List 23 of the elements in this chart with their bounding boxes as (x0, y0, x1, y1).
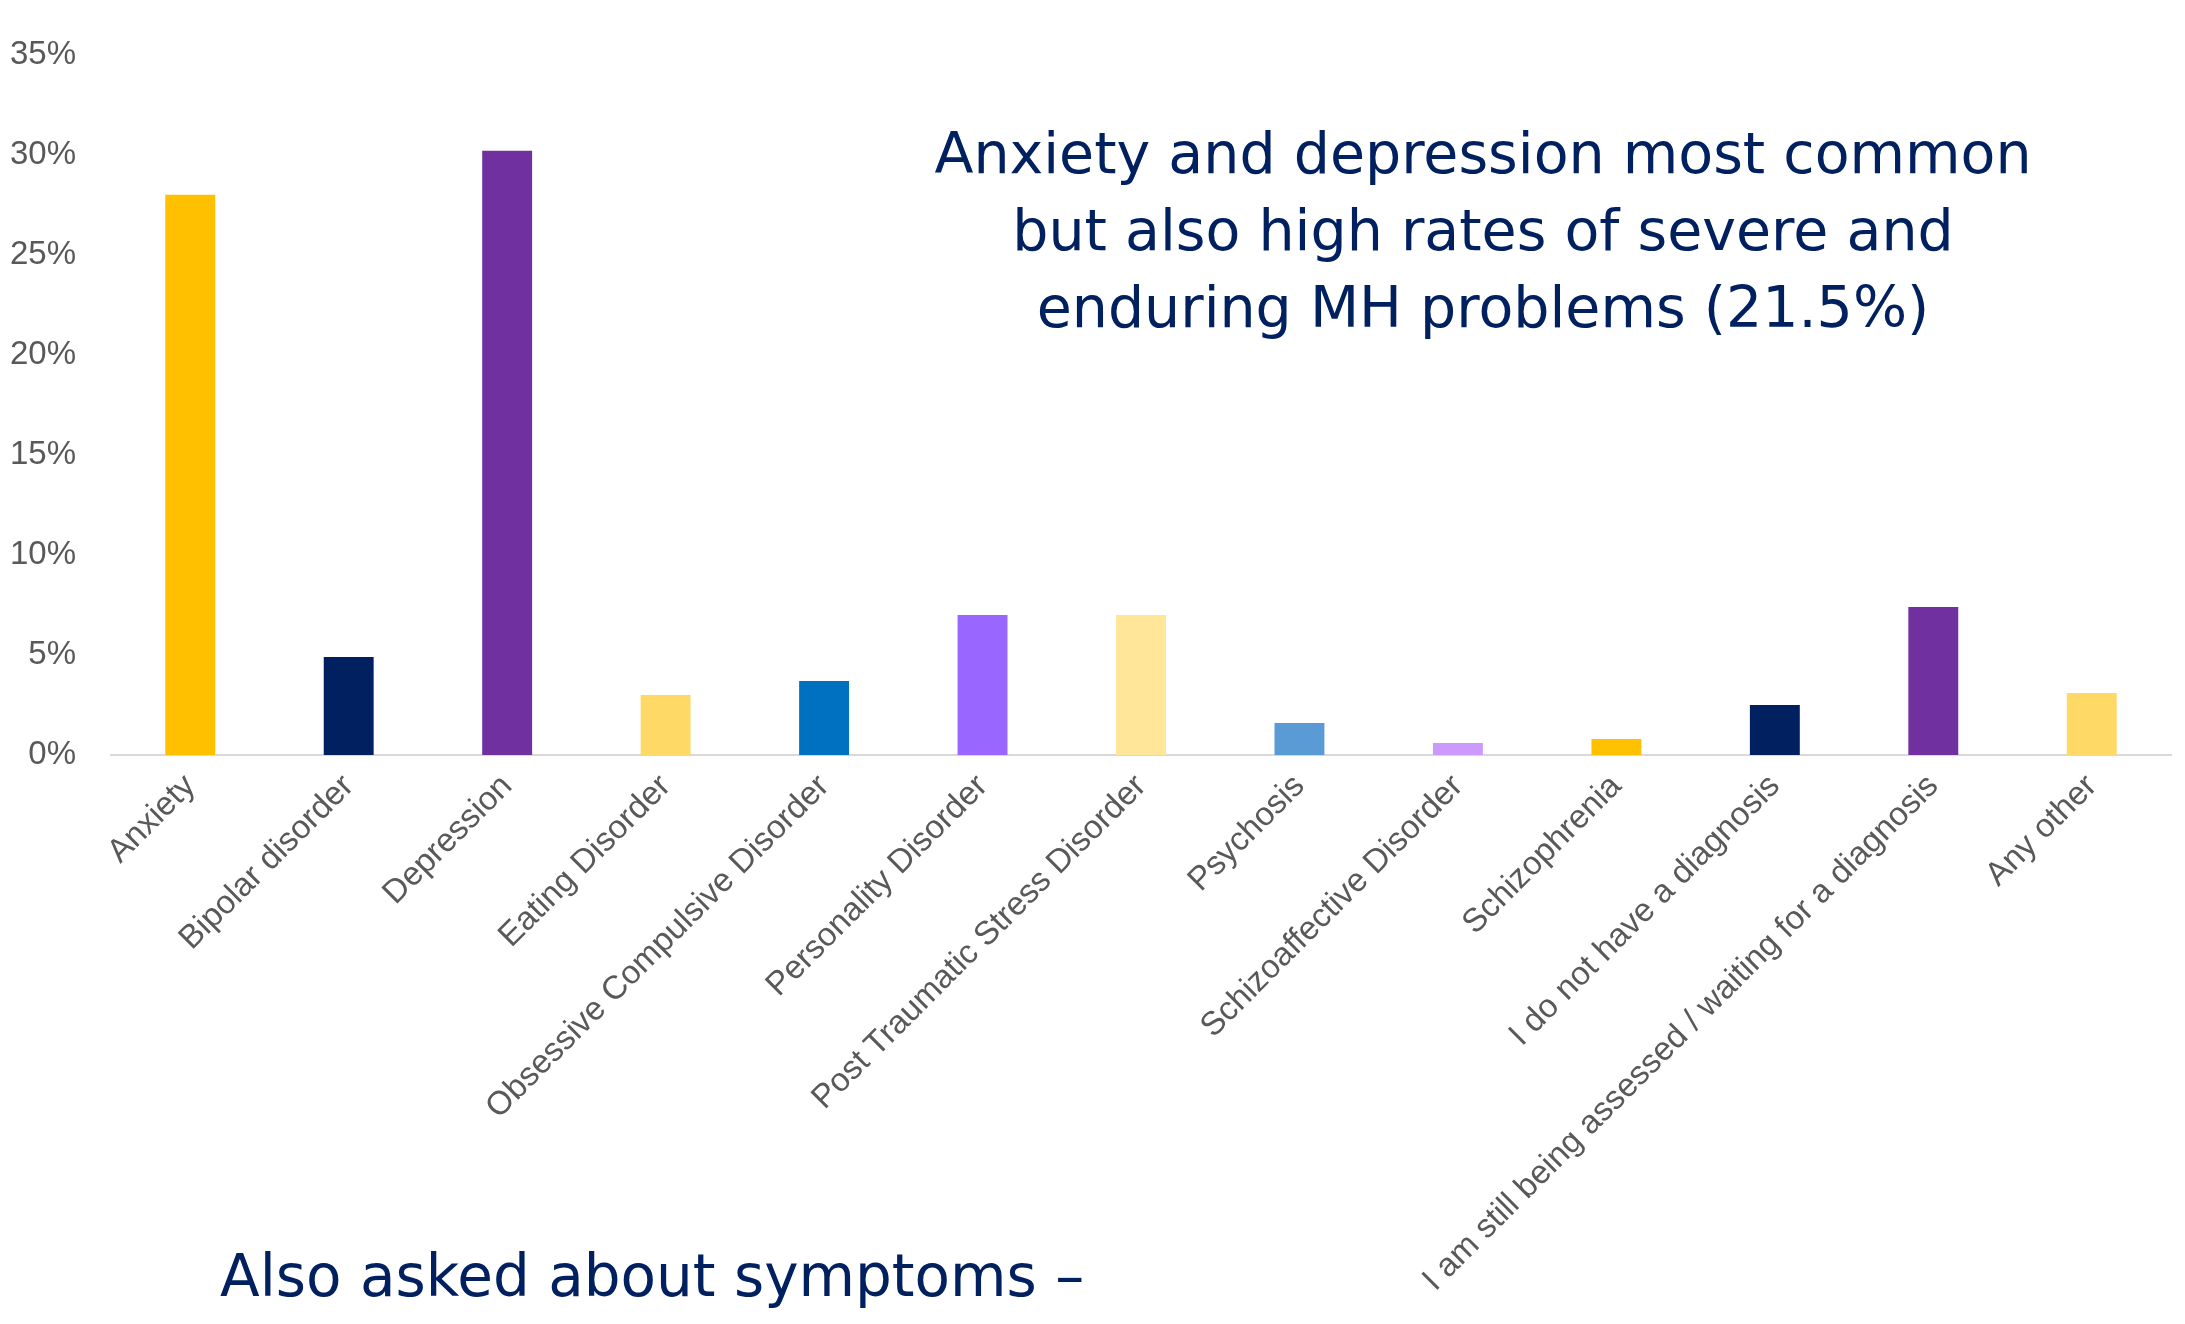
bar (799, 680, 850, 755)
y-tick-label: 25% (9, 233, 76, 271)
bar (482, 150, 533, 755)
bar (2066, 692, 2117, 755)
bar (1116, 614, 1166, 755)
annotation: Anxiety and depression most common but also high rates of severe and enduring MH problems (21.5%) (933, 119, 2033, 342)
bar (323, 656, 374, 755)
y-tick-label: 35% (9, 33, 76, 71)
y-tick-label: 30% (9, 133, 76, 171)
bar (1432, 743, 1483, 755)
bar (957, 614, 1008, 755)
bar (1591, 739, 1642, 755)
bar (165, 194, 216, 755)
y-tick-label: 5% (28, 634, 76, 672)
bar (1274, 722, 1325, 755)
y-tick-label: 20% (9, 333, 76, 371)
bar (1908, 606, 1959, 755)
bar (1749, 704, 1800, 755)
bar (640, 694, 691, 755)
text: Also asked about symptoms – (220, 1241, 1085, 1312)
y-tick-label: 10% (9, 534, 76, 572)
y-tick-label: 15% (9, 434, 76, 472)
y-tick-label: 0% (28, 734, 76, 772)
